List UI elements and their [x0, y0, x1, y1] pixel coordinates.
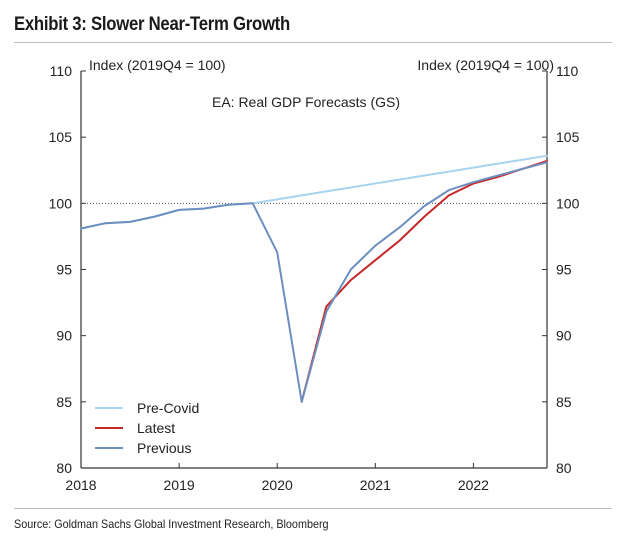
- source-note: Source: Goldman Sachs Global Investment …: [14, 517, 329, 531]
- legend-label-latest: Latest: [137, 420, 175, 436]
- series-line-previous: [80, 161, 548, 403]
- series-line-latest: [300, 160, 548, 403]
- x-tick-label: 2021: [360, 477, 391, 493]
- y-tick-label-left: 95: [56, 262, 72, 278]
- chart-labels: EA: Real GDP Forecasts (GS) Index (2019Q…: [89, 57, 554, 110]
- y-tick-label-right: 110: [556, 63, 579, 79]
- x-tick-label: 2022: [458, 477, 489, 493]
- chart-axes: 80 80 85 85 90 90 95 95 100 100 105 105 110 110 2018 20…: [49, 63, 580, 493]
- y-tick-label-right: 80: [556, 460, 572, 476]
- x-tick-label: 2018: [65, 477, 96, 493]
- exhibit-title: Exhibit 3: Slower Near-Term Growth: [14, 14, 290, 35]
- y-tick-label-right: 100: [556, 195, 580, 211]
- y-tick-label-right: 95: [556, 262, 572, 278]
- y-tick-label-left: 90: [56, 328, 72, 344]
- legend-label-pre-covid: Pre-Covid: [137, 400, 199, 416]
- y-tick-label-left: 105: [49, 129, 73, 145]
- series-group: [80, 154, 548, 403]
- y-tick-label-left: 85: [56, 394, 72, 410]
- y-tick-label-left: 100: [49, 195, 73, 211]
- y-tick-label-left: 110: [50, 63, 73, 79]
- right-axis-label: Index (2019Q4 = 100): [417, 57, 554, 73]
- left-axis-label: Index (2019Q4 = 100): [89, 57, 226, 73]
- legend-label-previous: Previous: [137, 440, 191, 456]
- legend: Pre-Covid Latest Previous: [95, 400, 199, 456]
- y-tick-label-left: 80: [56, 460, 72, 476]
- y-tick-label-right: 105: [556, 129, 580, 145]
- y-tick-label-right: 85: [556, 394, 572, 410]
- source-divider: [14, 508, 612, 509]
- chart-title: EA: Real GDP Forecasts (GS): [212, 94, 400, 110]
- gdp-forecast-chart: 80 80 85 85 90 90 95 95 100 100 105 105 110 110 2018 20…: [49, 57, 580, 493]
- x-tick-label: 2019: [164, 477, 195, 493]
- title-divider: [14, 42, 612, 43]
- y-tick-label-right: 90: [556, 328, 572, 344]
- x-tick-label: 2020: [262, 477, 293, 493]
